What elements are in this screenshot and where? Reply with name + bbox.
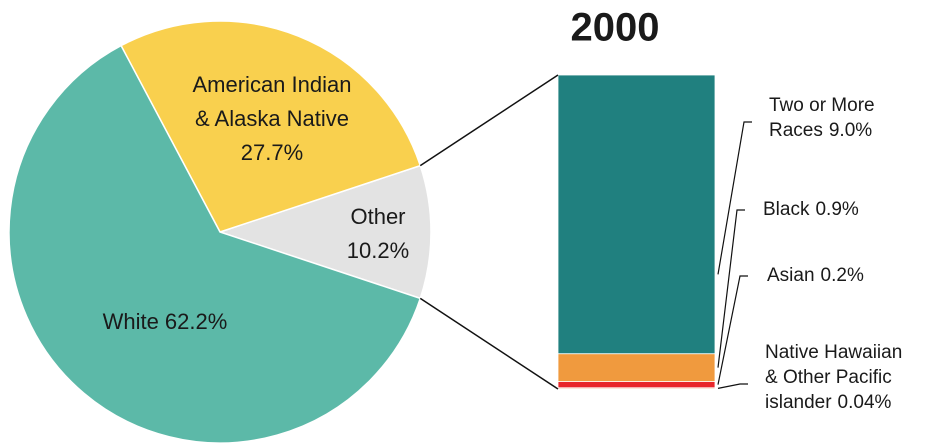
label-line: Black [763, 199, 810, 220]
label: Two or More Races 9.0% [769, 95, 875, 141]
label-line: American Indian [193, 72, 352, 97]
value-label: 0.2% [821, 265, 864, 286]
value-label: 9.0% [829, 120, 872, 141]
pie-slice [8, 44, 422, 443]
label: Black 0.9% [763, 199, 859, 220]
leader-line [717, 209, 745, 368]
label-name: Native Hawaiian & Other Pacific islander [765, 342, 902, 413]
connector [419, 297, 559, 390]
pie-slice [217, 164, 432, 300]
label: Other 10.2% [347, 204, 409, 263]
label-line: Two or More [769, 95, 875, 116]
label-line: White [103, 309, 159, 334]
label-name: Black [763, 199, 810, 220]
bar-segment [557, 381, 716, 389]
leader-line [717, 275, 748, 385]
label: Native Hawaiian & Other Pacific islander 0.… [765, 342, 902, 413]
bar-segment [557, 74, 716, 355]
label-name: Two or More Races [769, 95, 875, 141]
label-name: White [103, 309, 159, 334]
label-line: Other [350, 204, 405, 229]
label-line: Native Hawaiian [765, 342, 902, 363]
label-line: Asian [767, 265, 815, 286]
label-name: Other [350, 204, 405, 229]
pie-slice [120, 20, 422, 233]
label: American Indian & Alaska Native 27.7% [193, 72, 352, 165]
leader-line [717, 121, 752, 275]
value-label: 0.9% [815, 199, 858, 220]
label-name: American Indian & Alaska Native [193, 72, 352, 131]
leader-line [717, 383, 748, 389]
label: White 62.2% [103, 309, 228, 334]
connector [419, 74, 559, 167]
label-line: & Other Pacific [765, 367, 892, 388]
chart-title: 2000 [571, 6, 660, 50]
value-label: 27.7% [241, 140, 303, 165]
value-label: 62.2% [165, 309, 227, 334]
value-label: 0.04% [838, 392, 892, 413]
label-line: Races [769, 120, 823, 141]
label-name: Asian [767, 265, 815, 286]
label-line: & Alaska Native [195, 106, 349, 131]
value-label: 10.2% [347, 238, 409, 263]
bar-segment [557, 353, 716, 382]
label-line: islander [765, 392, 832, 413]
label: Asian 0.2% [767, 265, 864, 286]
